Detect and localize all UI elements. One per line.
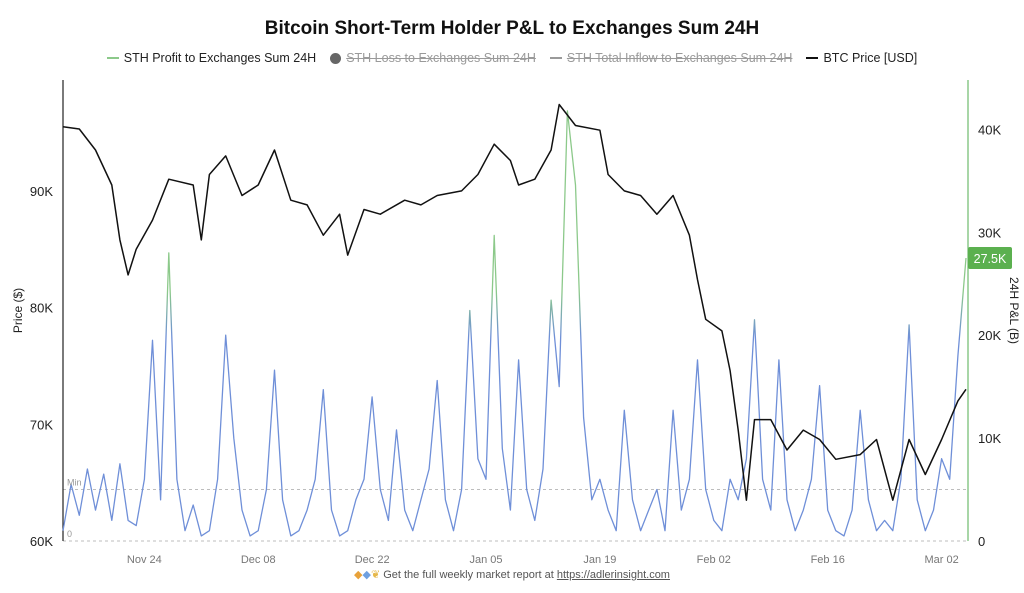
y-tick-label: 90K	[30, 184, 53, 199]
reference-line-label: 0	[67, 529, 72, 539]
legend-item[interactable]: STH Loss to Exchanges Sum 24H	[330, 51, 536, 65]
reference-line-label: Min	[67, 478, 82, 488]
y2-tick-label: 10K	[978, 431, 1001, 446]
y2-tick-label: 40K	[978, 122, 1001, 137]
legend-line-icon	[106, 57, 119, 59]
y-axis-title: Price ($)	[11, 288, 25, 333]
diamond-orange-icon: ◆	[354, 569, 363, 581]
sth-profit-line	[62, 110, 967, 537]
footer-text: Get the full weekly market report at	[383, 569, 554, 581]
y-tick-label: 70K	[30, 417, 53, 432]
btc-price-line	[62, 103, 967, 501]
footer: ◆◆❦ Get the full weekly market report at…	[0, 568, 1024, 581]
y-tick-label: 80K	[30, 301, 53, 316]
raised-hands-icon: ❦	[370, 569, 381, 581]
y-tick-label: 60K	[30, 534, 53, 549]
x-tick-label: Feb 16	[811, 554, 845, 566]
legend-line-icon	[549, 57, 562, 59]
y2-tick-label: 20K	[978, 328, 1001, 343]
legend-label: BTC Price [USD]	[823, 51, 918, 65]
legend-label: STH Loss to Exchanges Sum 24H	[346, 51, 536, 65]
legend-item[interactable]: STH Profit to Exchanges Sum 24H	[106, 51, 317, 65]
footer-link[interactable]: https://adlerinsight.com	[556, 569, 670, 581]
y2-tick-label: 0	[978, 534, 985, 549]
legend-dot-icon	[330, 52, 342, 64]
legend-item[interactable]: STH Total Inflow to Exchanges Sum 24H	[549, 51, 793, 65]
legend-item[interactable]: BTC Price [USD]	[806, 51, 917, 65]
legend: STH Profit to Exchanges Sum 24H STH Loss …	[0, 51, 1024, 65]
y2-tick-label: 30K	[978, 225, 1001, 240]
x-tick-label: Jan 19	[583, 554, 616, 566]
y2-axis-title: 24H P&L (B)	[1007, 277, 1021, 344]
diamond-blue-icon: ◆	[362, 569, 371, 581]
last-value-label: 27.5K	[974, 252, 1007, 266]
x-tick-label: Mar 02	[924, 554, 958, 566]
x-tick-label: Dec 22	[355, 554, 390, 566]
chart-title: Bitcoin Short-Term Holder P&L to Exchang…	[264, 18, 760, 39]
legend-line-icon	[806, 57, 819, 59]
x-tick-label: Nov 24	[127, 554, 162, 566]
last-value-badge	[968, 247, 1012, 270]
x-tick-label: Dec 08	[241, 554, 276, 566]
legend-label: STH Profit to Exchanges Sum 24H	[123, 51, 317, 65]
x-tick-label: Feb 02	[697, 554, 731, 566]
x-tick-label: Jan 05	[470, 554, 503, 566]
legend-label: STH Total Inflow to Exchanges Sum 24H	[566, 51, 793, 65]
